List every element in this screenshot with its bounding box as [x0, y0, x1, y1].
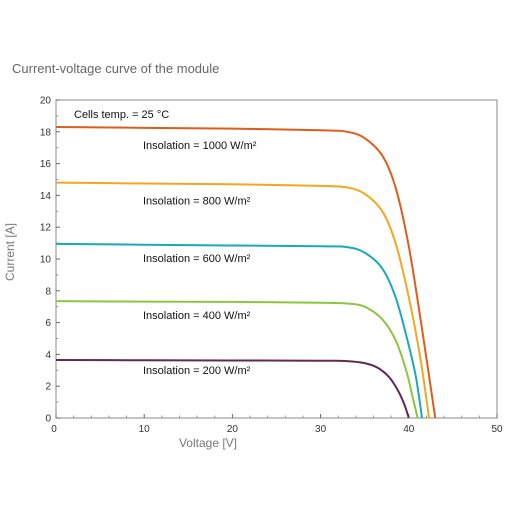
x-tick-label: 30 — [315, 424, 327, 435]
x-tick-label: 0 — [51, 424, 57, 435]
x-tick-label: 50 — [491, 424, 503, 435]
y-tick-label: 4 — [45, 350, 51, 361]
insolation-label: Insolation = 200 W/m² — [143, 365, 251, 377]
cells-temp-note: Cells temp. = 25 °C — [74, 109, 169, 121]
x-axis-title: Voltage [V] — [179, 436, 237, 450]
y-tick-label: 14 — [40, 191, 52, 202]
y-tick-label: 8 — [45, 286, 51, 297]
x-tick-label: 10 — [139, 424, 151, 435]
y-tick-label: 20 — [40, 96, 52, 107]
iv-curve — [55, 242, 424, 419]
y-tick-label: 6 — [45, 318, 51, 329]
y-tick-label: 12 — [40, 223, 52, 234]
curves — [55, 126, 437, 419]
iv-curve — [55, 126, 437, 419]
insolation-label: Insolation = 1000 W/m² — [143, 140, 257, 152]
iv-curve — [55, 358, 410, 419]
y-tick-label: 0 — [45, 414, 51, 425]
iv-curve — [55, 181, 431, 419]
x-tick-label: 20 — [227, 424, 239, 435]
x-tick-label: 40 — [403, 424, 415, 435]
y-tick-label: 2 — [45, 382, 51, 393]
insolation-label: Insolation = 800 W/m² — [143, 196, 251, 208]
y-axis-title: Current [A] — [3, 223, 17, 281]
labels: Insolation = 1000 W/m² Insolation = 800 W… — [143, 140, 257, 377]
insolation-label: Insolation = 600 W/m² — [143, 253, 251, 265]
iv-curve — [55, 300, 419, 419]
plot-frame — [55, 99, 498, 419]
chart-title: Current-voltage curve of the module — [12, 61, 220, 76]
y-tick-label: 18 — [40, 127, 52, 138]
y-tick-label: 10 — [40, 255, 52, 266]
insolation-label: Insolation = 400 W/m² — [143, 310, 251, 322]
axes: 0 2 4 6 8 10 12 14 16 18 20 0 10 20 30 40 50 — [40, 96, 503, 436]
y-tick-label: 16 — [40, 159, 52, 170]
